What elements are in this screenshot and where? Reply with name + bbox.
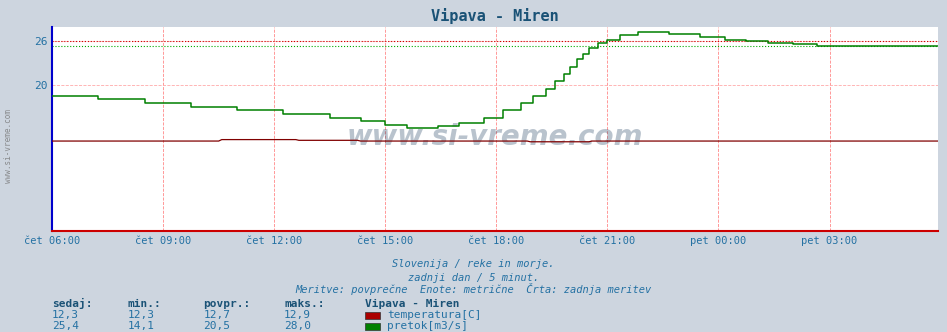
Text: 14,1: 14,1	[128, 321, 155, 331]
Text: 12,9: 12,9	[284, 310, 312, 320]
Text: 25,4: 25,4	[52, 321, 80, 331]
Text: sedaj:: sedaj:	[52, 298, 93, 309]
Text: temperatura[C]: temperatura[C]	[387, 310, 482, 320]
Text: Slovenija / reke in morje.: Slovenija / reke in morje.	[392, 259, 555, 269]
Text: www.si-vreme.com: www.si-vreme.com	[4, 109, 13, 183]
Text: maks.:: maks.:	[284, 299, 325, 309]
Text: 12,3: 12,3	[52, 310, 80, 320]
Text: pretok[m3/s]: pretok[m3/s]	[387, 321, 469, 331]
Text: 12,7: 12,7	[204, 310, 231, 320]
Title: Vipava - Miren: Vipava - Miren	[431, 8, 559, 24]
Text: Meritve: povprečne  Enote: metrične  Črta: zadnja meritev: Meritve: povprečne Enote: metrične Črta:…	[295, 283, 652, 295]
Text: povpr.:: povpr.:	[204, 299, 251, 309]
Text: Vipava - Miren: Vipava - Miren	[365, 299, 459, 309]
Text: zadnji dan / 5 minut.: zadnji dan / 5 minut.	[408, 273, 539, 283]
Text: 12,3: 12,3	[128, 310, 155, 320]
Text: 20,5: 20,5	[204, 321, 231, 331]
Text: min.:: min.:	[128, 299, 162, 309]
Text: 28,0: 28,0	[284, 321, 312, 331]
Text: www.si-vreme.com: www.si-vreme.com	[347, 123, 643, 151]
